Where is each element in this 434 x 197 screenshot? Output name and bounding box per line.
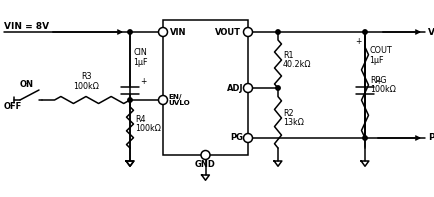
Circle shape <box>363 30 367 34</box>
Circle shape <box>276 86 280 90</box>
Circle shape <box>243 134 253 142</box>
Text: VOUT = 5V: VOUT = 5V <box>428 28 434 36</box>
Text: +: + <box>375 76 381 85</box>
Circle shape <box>158 96 168 104</box>
Circle shape <box>128 30 132 34</box>
Text: GND: GND <box>195 160 216 169</box>
Text: EN/
UVLO: EN/ UVLO <box>168 94 190 106</box>
Text: ON: ON <box>20 80 34 89</box>
Text: VIN: VIN <box>170 28 187 36</box>
Circle shape <box>276 30 280 34</box>
Circle shape <box>243 28 253 36</box>
Text: PG: PG <box>230 134 243 142</box>
Text: PG: PG <box>428 134 434 142</box>
Text: VIN = 8V: VIN = 8V <box>4 22 49 31</box>
Text: COUT
1μF: COUT 1μF <box>369 46 392 65</box>
Circle shape <box>363 136 367 140</box>
Circle shape <box>201 151 210 160</box>
Text: R3
100kΩ: R3 100kΩ <box>73 72 99 91</box>
Text: R4
100kΩ: R4 100kΩ <box>135 115 161 133</box>
Text: +: + <box>355 37 362 46</box>
Text: +: + <box>140 76 146 85</box>
Circle shape <box>243 84 253 93</box>
Text: OFF: OFF <box>4 102 22 111</box>
Bar <box>163 20 248 155</box>
Text: VOUT: VOUT <box>215 28 241 36</box>
Text: ADJ: ADJ <box>227 84 243 93</box>
Text: CIN
1μF: CIN 1μF <box>133 48 148 67</box>
Text: R2
13kΩ: R2 13kΩ <box>283 109 304 127</box>
Circle shape <box>158 28 168 36</box>
Text: R1
40.2kΩ: R1 40.2kΩ <box>283 51 312 69</box>
Text: RPG
100kΩ: RPG 100kΩ <box>370 76 396 94</box>
Circle shape <box>128 98 132 102</box>
